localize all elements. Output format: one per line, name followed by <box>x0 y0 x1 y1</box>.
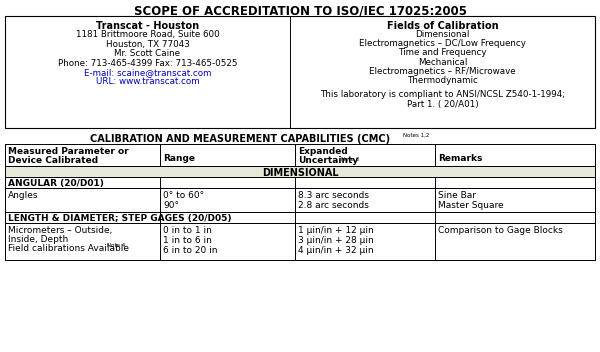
Text: Notes 1,2: Notes 1,2 <box>403 133 430 138</box>
Text: 8.3 arc seconds: 8.3 arc seconds <box>298 191 369 200</box>
Text: URL: www.transcat.com: URL: www.transcat.com <box>95 77 199 87</box>
Text: 0° to 60°: 0° to 60° <box>163 191 204 200</box>
Text: LENGTH & DIAMETER; STEP GAGES (20/D05): LENGTH & DIAMETER; STEP GAGES (20/D05) <box>8 214 232 223</box>
Text: Houston, TX 77043: Houston, TX 77043 <box>106 39 190 49</box>
Text: Thermodynamic: Thermodynamic <box>407 76 478 85</box>
Text: This laboratory is compliant to ANSI/NCSL Z540-1-1994;: This laboratory is compliant to ANSI/NCS… <box>320 90 565 99</box>
Text: Remarks: Remarks <box>438 154 482 163</box>
Bar <box>5 188 595 212</box>
Text: 1 μin/in + 12 μin: 1 μin/in + 12 μin <box>298 226 374 235</box>
Text: Expanded: Expanded <box>298 147 348 156</box>
Text: Phone: 713-465-4399 Fax: 713-465-0525: Phone: 713-465-4399 Fax: 713-465-0525 <box>58 58 237 68</box>
Text: Uncertainty: Uncertainty <box>298 156 358 165</box>
Text: DIMENSIONAL: DIMENSIONAL <box>262 168 338 178</box>
Text: Note 4: Note 4 <box>107 243 125 248</box>
Bar <box>5 177 595 188</box>
Text: Electromagnetics – RF/Microwave: Electromagnetics – RF/Microwave <box>369 67 516 76</box>
Text: 0 in to 1 in: 0 in to 1 in <box>163 226 212 235</box>
Text: Inside, Depth: Inside, Depth <box>8 235 68 244</box>
Text: 1181 Brittmoore Road, Suite 600: 1181 Brittmoore Road, Suite 600 <box>76 30 220 39</box>
Text: Field calibrations Available: Field calibrations Available <box>8 244 129 253</box>
Text: SCOPE OF ACCREDITATION TO ISO/IEC 17025:2005: SCOPE OF ACCREDITATION TO ISO/IEC 17025:… <box>133 4 467 17</box>
Text: Micrometers – Outside,: Micrometers – Outside, <box>8 226 112 235</box>
Text: Angles: Angles <box>8 191 38 200</box>
Text: Part 1. ( 20/A01): Part 1. ( 20/A01) <box>407 100 478 109</box>
Text: Dimensional: Dimensional <box>415 30 470 39</box>
Text: Mechanical: Mechanical <box>418 58 467 67</box>
Bar <box>5 223 595 260</box>
Text: Range: Range <box>163 154 195 163</box>
Text: 4 μin/in + 32 μin: 4 μin/in + 32 μin <box>298 246 374 255</box>
Text: Sine Bar: Sine Bar <box>438 191 476 200</box>
Text: ANGULAR (20/D01): ANGULAR (20/D01) <box>8 179 104 188</box>
Bar <box>5 166 595 177</box>
Text: Fields of Calibration: Fields of Calibration <box>386 21 499 31</box>
Bar <box>5 16 595 128</box>
Text: E-mail: scaine@transcat.com: E-mail: scaine@transcat.com <box>84 68 211 77</box>
Text: Transcat - Houston: Transcat - Houston <box>96 21 199 31</box>
Text: Device Calibrated: Device Calibrated <box>8 156 98 165</box>
Text: 2.8 arc seconds: 2.8 arc seconds <box>298 201 369 210</box>
Text: CALIBRATION AND MEASUREMENT CAPABILITIES (CMC): CALIBRATION AND MEASUREMENT CAPABILITIES… <box>90 134 390 144</box>
Text: Master Square: Master Square <box>438 201 503 210</box>
Text: 90°: 90° <box>163 201 179 210</box>
Text: 3 μin/in + 28 μin: 3 μin/in + 28 μin <box>298 236 374 245</box>
Bar <box>5 212 595 223</box>
Text: 1 in to 6 in: 1 in to 6 in <box>163 236 212 245</box>
Text: Note 3: Note 3 <box>341 157 359 162</box>
Text: Time and Frequency: Time and Frequency <box>398 48 487 57</box>
Bar <box>5 144 595 166</box>
Text: Mr. Scott Caine: Mr. Scott Caine <box>115 49 181 58</box>
Text: Measured Parameter or: Measured Parameter or <box>8 147 128 156</box>
Text: Comparison to Gage Blocks: Comparison to Gage Blocks <box>438 226 563 235</box>
Text: 6 in to 20 in: 6 in to 20 in <box>163 246 218 255</box>
Text: Electromagnetics – DC/Low Frequency: Electromagnetics – DC/Low Frequency <box>359 39 526 48</box>
